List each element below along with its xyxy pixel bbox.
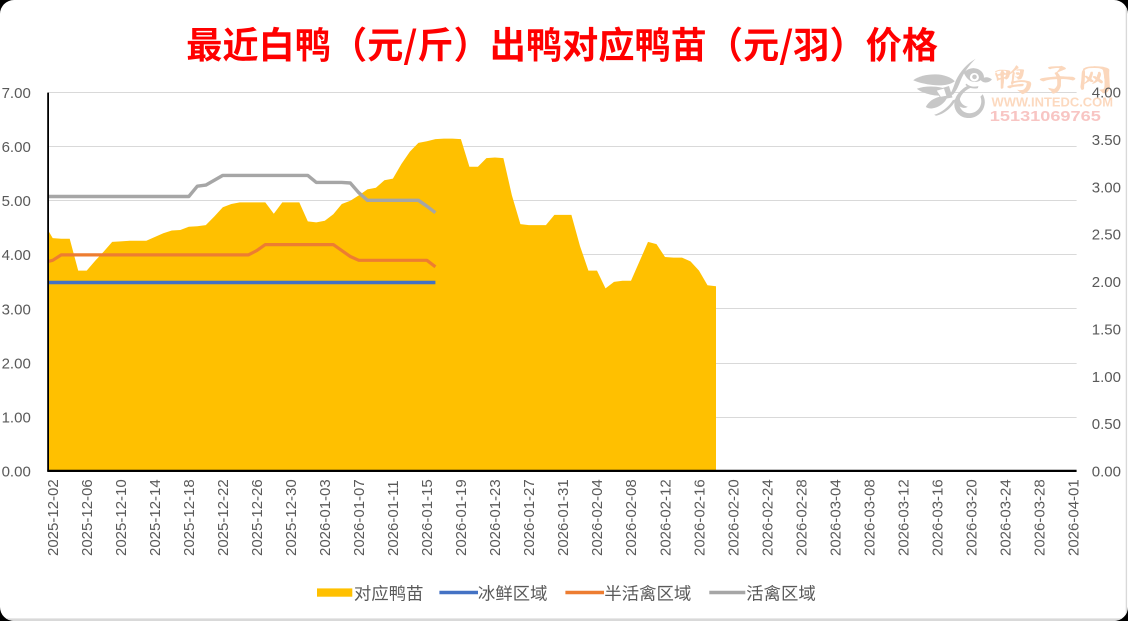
- svg-text:2026-01-11: 2026-01-11: [385, 480, 402, 556]
- svg-text:2026-02-08: 2026-02-08: [623, 479, 640, 556]
- svg-text:2025-12-06: 2025-12-06: [79, 479, 96, 556]
- svg-text:0.50: 0.50: [1092, 416, 1121, 433]
- svg-text:2026-01-31: 2026-01-31: [555, 479, 572, 556]
- svg-text:2026-01-03: 2026-01-03: [317, 479, 334, 556]
- svg-text:6.00: 6.00: [2, 139, 31, 156]
- svg-text:2026-02-20: 2026-02-20: [725, 479, 742, 556]
- svg-text:2026-02-24: 2026-02-24: [759, 479, 776, 556]
- svg-text:2025-12-22: 2025-12-22: [215, 479, 232, 556]
- svg-text:2026-02-12: 2026-02-12: [657, 479, 674, 556]
- svg-text:1.50: 1.50: [1092, 321, 1121, 338]
- svg-text:2026-03-24: 2026-03-24: [997, 479, 1014, 556]
- svg-text:2026-03-04: 2026-03-04: [827, 479, 844, 556]
- svg-text:0.00: 0.00: [2, 464, 31, 481]
- svg-text:2026-01-27: 2026-01-27: [521, 479, 538, 556]
- svg-text:7.00: 7.00: [2, 85, 31, 102]
- svg-text:2025-12-26: 2025-12-26: [249, 479, 266, 556]
- svg-text:2.50: 2.50: [1092, 227, 1121, 244]
- svg-text:2026-03-12: 2026-03-12: [895, 479, 912, 556]
- svg-text:3.50: 3.50: [1092, 132, 1121, 149]
- svg-text:0.00: 0.00: [1092, 464, 1121, 481]
- svg-text:1.00: 1.00: [2, 409, 31, 426]
- svg-text:2026-01-23: 2026-01-23: [487, 479, 504, 556]
- svg-text:2026-01-07: 2026-01-07: [351, 479, 368, 556]
- svg-text:15131069765: 15131069765: [990, 109, 1101, 125]
- svg-text:WWW.INTEDC.COM: WWW.INTEDC.COM: [992, 95, 1114, 110]
- svg-text:2026-03-08: 2026-03-08: [861, 479, 878, 556]
- svg-text:2.00: 2.00: [2, 355, 31, 372]
- svg-text:4.00: 4.00: [2, 247, 31, 264]
- svg-text:2025-12-30: 2025-12-30: [283, 479, 300, 556]
- svg-text:5.00: 5.00: [2, 193, 31, 210]
- svg-text:2025-12-18: 2025-12-18: [181, 479, 198, 556]
- svg-text:2026-01-19: 2026-01-19: [453, 479, 470, 556]
- svg-text:4.00: 4.00: [1092, 85, 1121, 102]
- svg-text:2026-03-20: 2026-03-20: [963, 479, 980, 556]
- svg-text:2026-04-01: 2026-04-01: [1065, 479, 1082, 556]
- svg-text:2026-03-28: 2026-03-28: [1031, 479, 1048, 556]
- svg-text:2026-03-16: 2026-03-16: [929, 479, 946, 556]
- svg-text:3.00: 3.00: [1092, 179, 1121, 196]
- svg-text:2025-12-10: 2025-12-10: [113, 479, 130, 556]
- svg-text:2.00: 2.00: [1092, 274, 1121, 291]
- svg-text:2025-12-14: 2025-12-14: [147, 479, 164, 556]
- svg-text:2025-12-02: 2025-12-02: [45, 479, 62, 556]
- svg-text:2026-01-15: 2026-01-15: [419, 479, 436, 556]
- svg-text:2026-02-04: 2026-02-04: [589, 479, 606, 556]
- svg-text:3.00: 3.00: [2, 301, 31, 318]
- svg-text:2026-02-28: 2026-02-28: [793, 479, 810, 556]
- svg-text:2026-02-16: 2026-02-16: [691, 479, 708, 556]
- svg-text:1.00: 1.00: [1092, 369, 1121, 386]
